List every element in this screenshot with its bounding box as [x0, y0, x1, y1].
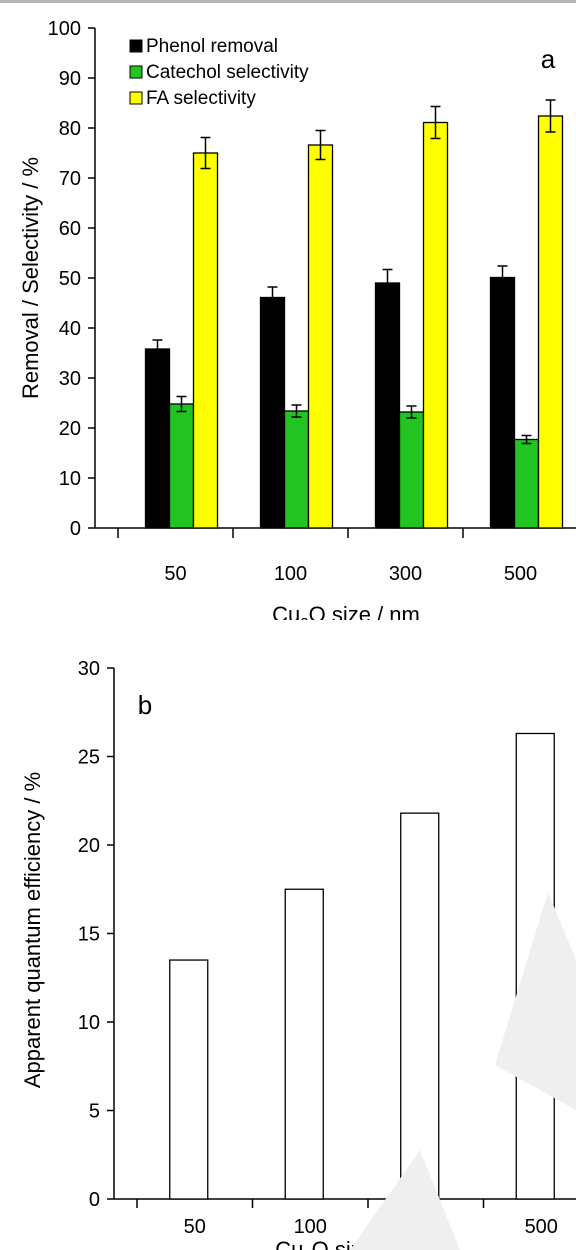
bar [537, 115, 564, 529]
y-tick-label: 80 [59, 118, 81, 140]
y-tick-label: 30 [78, 658, 100, 680]
y-tick-label: 10 [78, 1012, 100, 1034]
y-tick-label: 10 [59, 468, 81, 490]
legend-swatch [129, 39, 143, 53]
x-axis-label: Cu2O size / nm [272, 602, 420, 620]
legend-label: Catechol selectivity [146, 62, 309, 83]
x-tick-label: 100 [274, 563, 307, 585]
y-tick-label: 50 [59, 268, 81, 290]
chart-b: 0 5 10 15 20 25 30 50 100 300 500 Cu2O size /nm Appa… [20, 658, 576, 1250]
x-tick-label: 300 [389, 563, 422, 585]
bar [259, 296, 286, 529]
bar [398, 411, 425, 529]
y-tick-label: 60 [59, 218, 81, 240]
bar [374, 282, 401, 529]
legend-label: FA selectivity [146, 88, 256, 109]
y-tick-label: 70 [59, 168, 81, 190]
y-tick-label: 90 [59, 68, 81, 90]
legend-swatch [129, 91, 143, 105]
y-tick-label: 5 [89, 1101, 100, 1123]
bar [169, 959, 209, 1200]
y-tick-label: 30 [59, 368, 81, 390]
bar [168, 403, 195, 529]
x-tick-label: 100 [294, 1216, 327, 1238]
legend-label: Phenol removal [146, 36, 278, 57]
panel-label: a [541, 44, 556, 74]
y-tick-label: 0 [70, 518, 81, 540]
legend-swatch [129, 65, 143, 79]
x-axis-label-part: Cu [275, 1237, 303, 1250]
x-tick-label: 500 [504, 563, 537, 585]
bar [283, 410, 310, 529]
top-rule [0, 0, 576, 3]
bar [192, 152, 219, 529]
x-tick-label: 300 [409, 1216, 442, 1238]
x-axis-label-part: O size / nm [309, 602, 420, 620]
y-tick-label: 40 [59, 318, 81, 340]
bar [400, 812, 440, 1200]
x-tick-label: 50 [184, 1216, 206, 1238]
panel-label: b [138, 690, 152, 720]
x-axis-label-part: Cu [272, 602, 300, 620]
y-axis-label: Apparent quantum efficiency / % [20, 772, 45, 1088]
x-tick-label: 50 [164, 563, 186, 585]
x-tick-label: 500 [525, 1216, 558, 1238]
y-tick-label: 0 [89, 1189, 100, 1211]
y-axis-label: Removal / Selectivity / % [18, 157, 43, 399]
bar [284, 888, 324, 1200]
bar [515, 732, 555, 1200]
bar [489, 276, 516, 529]
bar [307, 144, 334, 529]
y-tick-label: 100 [48, 18, 81, 40]
bar [422, 121, 449, 529]
x-axis-label-subscript: 2 [300, 615, 308, 620]
bar [513, 438, 540, 529]
y-tick-label: 20 [59, 418, 81, 440]
bar [144, 348, 171, 529]
x-axis-label-part: O size /nm [312, 1237, 417, 1250]
y-tick-label: 15 [78, 924, 100, 946]
y-tick-label: 25 [78, 747, 100, 769]
y-tick-label: 20 [78, 835, 100, 857]
chart-a: 0 10 20 30 40 50 60 70 80 90 100 50 100 300 500 Cu2O si… [18, 18, 576, 620]
x-axis-label: Cu2O size /nm [275, 1237, 417, 1250]
